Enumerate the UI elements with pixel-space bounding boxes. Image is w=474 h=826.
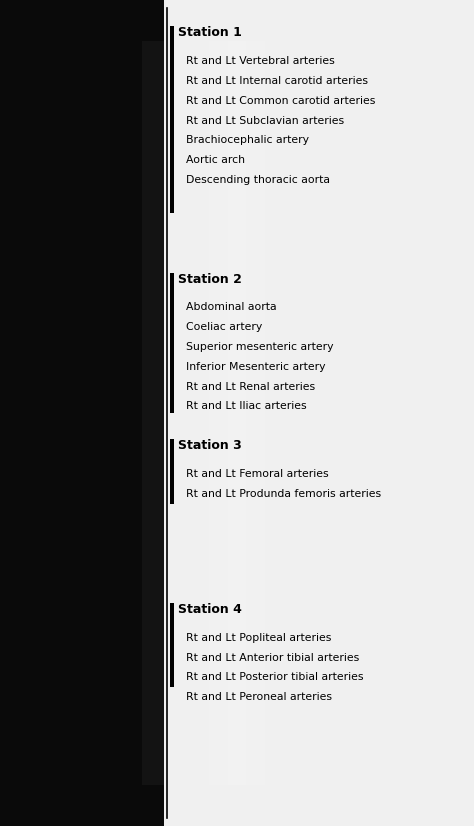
Text: Rt and Lt Renal arteries: Rt and Lt Renal arteries [186, 382, 315, 392]
Text: Rt and Lt Iliac arteries: Rt and Lt Iliac arteries [186, 401, 307, 411]
Text: Brachiocephalic artery: Brachiocephalic artery [186, 135, 309, 145]
Text: Coeliac artery: Coeliac artery [186, 322, 263, 332]
Text: Rt and Lt Produnda femoris arteries: Rt and Lt Produnda femoris arteries [186, 489, 382, 499]
Text: Inferior Mesenteric artery: Inferior Mesenteric artery [186, 362, 326, 372]
Text: Superior mesenteric artery: Superior mesenteric artery [186, 342, 334, 352]
Bar [178, 41, 296, 785]
Bar [0, 0, 164, 826]
Text: Station 1: Station 1 [178, 26, 242, 40]
Text: Rt and Lt Femoral arteries: Rt and Lt Femoral arteries [186, 469, 329, 479]
Text: Station 4: Station 4 [178, 603, 242, 616]
Bar [228, 41, 246, 785]
Text: Rt and Lt Internal carotid arteries: Rt and Lt Internal carotid arteries [186, 76, 368, 86]
Text: Station 2: Station 2 [178, 273, 242, 286]
Bar [209, 41, 265, 785]
Bar [170, 26, 174, 213]
Bar [170, 273, 174, 413]
Text: Rt and Lt Common carotid arteries: Rt and Lt Common carotid arteries [186, 96, 376, 106]
Bar [170, 439, 174, 504]
Text: Rt and Lt Posterior tibial arteries: Rt and Lt Posterior tibial arteries [186, 672, 364, 682]
Text: Rt and Lt Anterior tibial arteries: Rt and Lt Anterior tibial arteries [186, 653, 360, 662]
Bar [170, 603, 174, 687]
Text: Rt and Lt Vertebral arteries: Rt and Lt Vertebral arteries [186, 56, 335, 66]
Text: Rt and Lt Peroneal arteries: Rt and Lt Peroneal arteries [186, 692, 332, 702]
Text: Aortic arch: Aortic arch [186, 155, 245, 165]
Text: Rt and Lt Popliteal arteries: Rt and Lt Popliteal arteries [186, 633, 332, 643]
Text: Rt and Lt Subclavian arteries: Rt and Lt Subclavian arteries [186, 116, 345, 126]
Text: Abdominal aorta: Abdominal aorta [186, 302, 277, 312]
Bar [142, 41, 332, 785]
Text: Station 3: Station 3 [178, 439, 241, 453]
Text: Descending thoracic aorta: Descending thoracic aorta [186, 175, 330, 185]
